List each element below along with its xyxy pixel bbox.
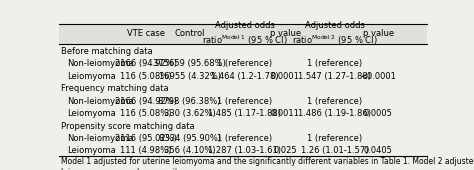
Text: Control: Control <box>174 29 205 38</box>
Text: Non-leiomyoma: Non-leiomyoma <box>67 134 134 143</box>
Text: 2166 (94.92%): 2166 (94.92%) <box>115 97 177 106</box>
Text: 0.0405: 0.0405 <box>364 147 392 156</box>
Text: Before matching data: Before matching data <box>61 47 152 56</box>
Text: Non-leiomyoma: Non-leiomyoma <box>67 97 134 106</box>
Text: Leiomyoma: Leiomyoma <box>67 109 116 118</box>
Text: 111 (4.98%): 111 (4.98%) <box>120 147 171 156</box>
Text: 1 (reference): 1 (reference) <box>217 134 273 143</box>
Text: 1.485 (1.17-1.88): 1.485 (1.17-1.88) <box>208 109 281 118</box>
Text: 1.26 (1.01-1.57): 1.26 (1.01-1.57) <box>301 147 368 156</box>
Text: 0.0011: 0.0011 <box>271 109 300 118</box>
Text: 0.0001: 0.0001 <box>271 72 300 81</box>
Text: Model 1 adjusted for uterine leiomyoma and the significantly different variables: Model 1 adjusted for uterine leiomyoma a… <box>61 157 474 166</box>
Text: 2166 (94.92%): 2166 (94.92%) <box>115 59 177 68</box>
Text: 16955 (4.32%): 16955 (4.32%) <box>159 72 221 81</box>
Text: Propensity score matching data: Propensity score matching data <box>61 122 194 131</box>
Text: 116 (5.08%): 116 (5.08%) <box>120 109 171 118</box>
Text: 1 (reference): 1 (reference) <box>307 59 362 68</box>
Text: 2116 (95.02%): 2116 (95.02%) <box>115 134 176 143</box>
Text: <0.0001: <0.0001 <box>360 72 396 81</box>
Text: 1.287 (1.03-1.61): 1.287 (1.03-1.61) <box>208 147 281 156</box>
Text: 1.486 (1.19-1.86): 1.486 (1.19-1.86) <box>298 109 371 118</box>
Text: 8334 (95.90%): 8334 (95.90%) <box>159 134 221 143</box>
Text: Non-leiomyoma: Non-leiomyoma <box>67 59 134 68</box>
Text: VTE case: VTE case <box>127 29 164 38</box>
Text: 1.547 (1.27-1.88): 1.547 (1.27-1.88) <box>298 72 371 81</box>
Text: leiomyoma, age and propensity score.: leiomyoma, age and propensity score. <box>61 168 208 170</box>
Text: Adjusted odds
ratio$^{\mathrm{Model\ 1}}$ (95 % CI): Adjusted odds ratio$^{\mathrm{Model\ 1}}… <box>202 21 288 47</box>
Text: p value: p value <box>270 29 301 38</box>
Text: Frequency matching data: Frequency matching data <box>61 84 168 93</box>
Text: 1 (reference): 1 (reference) <box>307 97 362 106</box>
Text: Leiomyoma: Leiomyoma <box>67 147 116 156</box>
Text: 0.025: 0.025 <box>273 147 297 156</box>
Text: Adjusted odds
ratio$^{\mathrm{Model\ 2}}$ (95 % CI): Adjusted odds ratio$^{\mathrm{Model\ 2}}… <box>292 21 378 47</box>
Text: 375659 (95.68%): 375659 (95.68%) <box>153 59 226 68</box>
Text: 1 (reference): 1 (reference) <box>217 97 273 106</box>
Text: 1 (reference): 1 (reference) <box>307 134 362 143</box>
Text: 1.464 (1.2-1.78): 1.464 (1.2-1.78) <box>211 72 279 81</box>
Text: 1 (reference): 1 (reference) <box>217 59 273 68</box>
Text: Leiomyoma: Leiomyoma <box>67 72 116 81</box>
Text: 116 (5.08%): 116 (5.08%) <box>120 72 171 81</box>
Bar <box>59 24 427 43</box>
Text: p value: p value <box>363 29 394 38</box>
Text: 330 (3.62%): 330 (3.62%) <box>164 109 216 118</box>
Text: 8798 (96.38%): 8798 (96.38%) <box>158 97 221 106</box>
Text: 0.0005: 0.0005 <box>364 109 392 118</box>
Text: 356 (4.10%): 356 (4.10%) <box>164 147 215 156</box>
